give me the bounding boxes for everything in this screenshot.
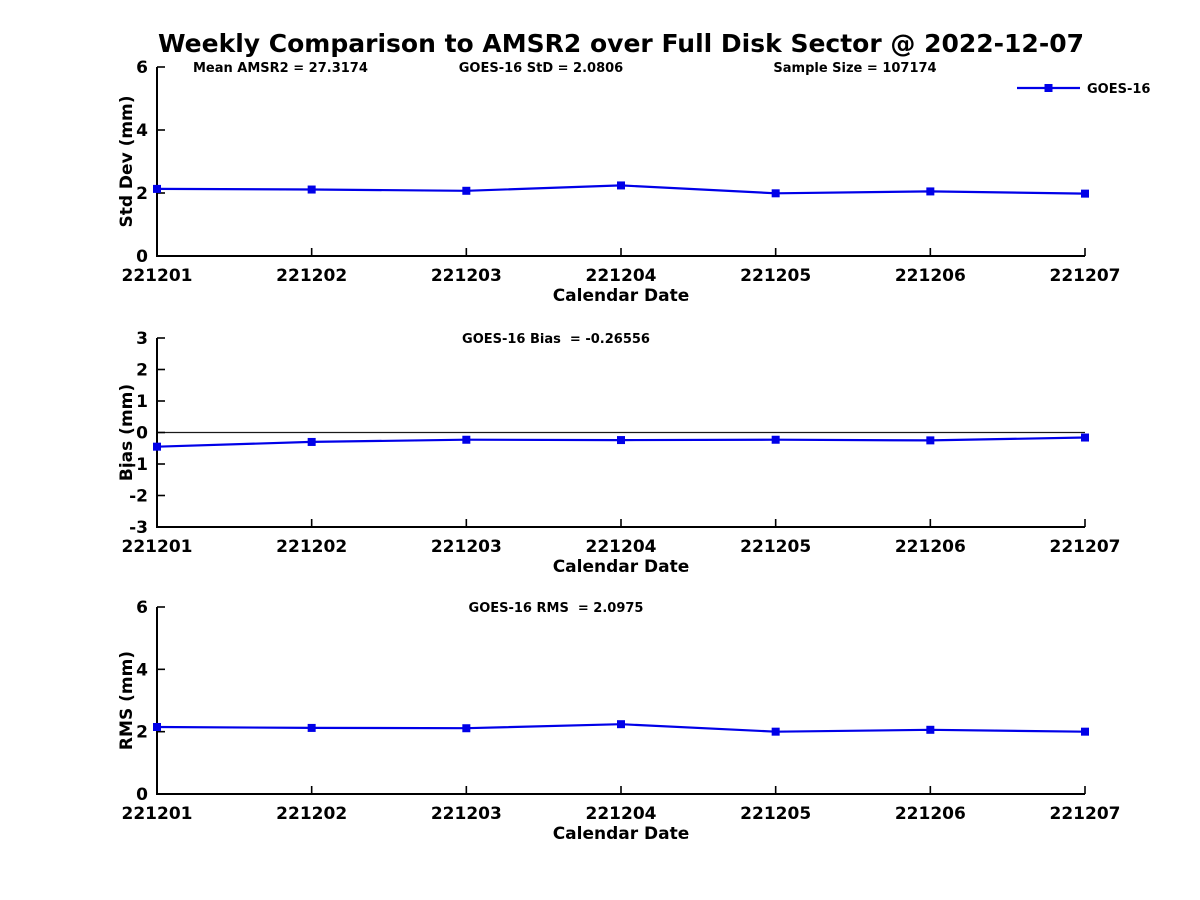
x-axis-title: Calendar Date <box>553 557 690 577</box>
x-tick-label: 221207 <box>1050 804 1121 824</box>
y-tick-label: 0 <box>136 785 148 805</box>
x-tick-label: 221204 <box>586 266 657 286</box>
y-tick-label: 0 <box>136 247 148 267</box>
x-axis-title: Calendar Date <box>553 824 690 844</box>
subplot-title: GOES-16 RMS = 2.0975 <box>469 601 644 616</box>
x-tick-label: 221203 <box>431 804 502 824</box>
data-point-marker <box>307 437 316 446</box>
y-tick-label: 0 <box>136 424 148 444</box>
y-tick-label: 4 <box>136 660 148 680</box>
y-tick-label: 1 <box>136 392 148 412</box>
x-tick-label: 221202 <box>276 537 347 557</box>
subplot-bias: -3 -2 -1 0 1 2 3 221201 221202 221203 221204 221205… <box>117 329 1120 577</box>
subplot-title: GOES-16 Bias = -0.26556 <box>462 332 650 347</box>
legend-marker <box>1044 84 1053 92</box>
figure-title: Weekly Comparison to AMSR2 over Full Dis… <box>157 29 1084 58</box>
data-point-marker <box>926 725 935 734</box>
stat-annotation: Mean AMSR2 = 27.3174 <box>193 61 368 76</box>
data-point-marker <box>1081 189 1089 198</box>
subplot-rms: 0 2 4 6 221201 221202 221203 221204 221205 221206… <box>117 598 1120 844</box>
x-tick-label: 221203 <box>431 537 502 557</box>
y-tick-label: 2 <box>136 184 148 204</box>
data-point-marker <box>153 184 161 193</box>
x-tick-label: 221204 <box>586 804 657 824</box>
data-point-marker <box>462 435 471 444</box>
x-tick-label: 221205 <box>740 804 811 824</box>
y-tick-label: 6 <box>136 598 148 618</box>
x-tick-label: 221201 <box>122 266 193 286</box>
x-tick-label: 221206 <box>895 266 966 286</box>
y-tick-label: -2 <box>129 487 148 507</box>
data-point-marker <box>462 186 471 195</box>
x-axis-title: Calendar Date <box>553 286 690 306</box>
data-point-marker <box>926 187 935 196</box>
data-point-marker <box>307 185 316 194</box>
data-point-marker <box>1081 727 1089 736</box>
x-tick-label: 221202 <box>276 266 347 286</box>
y-tick-label: -3 <box>129 518 148 538</box>
x-tick-label: 221202 <box>276 804 347 824</box>
y-tick-label: 4 <box>136 121 148 141</box>
data-point-marker <box>617 436 625 445</box>
subplot-std-dev: 0 2 4 6 221201 221202 221203 221204 221205 221206… <box>117 58 1150 306</box>
legend-label: GOES-16 <box>1087 82 1150 97</box>
data-point-marker <box>153 442 161 451</box>
data-point-marker <box>307 723 316 732</box>
data-point-marker <box>617 720 625 729</box>
data-point-marker <box>771 435 780 444</box>
y-axis-title: Bias (mm) <box>117 384 137 481</box>
x-tick-label: 221205 <box>740 537 811 557</box>
x-tick-label: 221201 <box>122 537 193 557</box>
y-tick-label: 2 <box>136 361 148 381</box>
y-tick-label: 2 <box>136 723 148 743</box>
x-tick-label: 221205 <box>740 266 811 286</box>
x-tick-label: 221201 <box>122 804 193 824</box>
y-axis-title: RMS (mm) <box>117 651 137 750</box>
x-tick-label: 221204 <box>586 537 657 557</box>
data-point-marker <box>153 722 161 731</box>
y-tick-label: 3 <box>136 329 148 349</box>
data-point-marker <box>926 436 935 445</box>
data-point-marker <box>771 189 780 198</box>
x-tick-label: 221203 <box>431 266 502 286</box>
legend: GOES-16 <box>1017 82 1150 97</box>
stat-annotation: Sample Size = 107174 <box>773 61 936 76</box>
x-tick-label: 221206 <box>895 537 966 557</box>
x-tick-label: 221206 <box>895 804 966 824</box>
data-point-marker <box>771 727 780 736</box>
y-tick-label: 6 <box>136 58 148 78</box>
stat-annotation: GOES-16 StD = 2.0806 <box>459 61 623 76</box>
data-point-marker <box>617 181 625 190</box>
x-tick-label: 221207 <box>1050 266 1121 286</box>
data-point-marker <box>1081 433 1089 442</box>
y-tick-label: -1 <box>129 455 148 475</box>
data-point-marker <box>462 724 471 733</box>
x-tick-label: 221207 <box>1050 537 1121 557</box>
y-axis-title: Std Dev (mm) <box>117 95 137 227</box>
